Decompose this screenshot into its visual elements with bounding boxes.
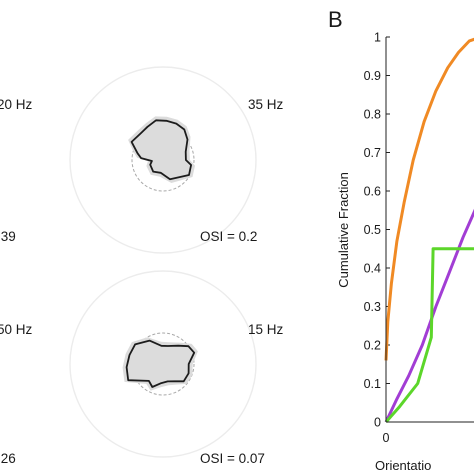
left-osi-label: .26: [0, 451, 16, 466]
polar-plot-bottom: [69, 270, 257, 458]
y-tick-label: 1: [374, 31, 381, 45]
polar-response-variability: [128, 116, 195, 183]
polar-response-variability: [122, 337, 198, 391]
left-frequency-label: 20 Hz: [0, 97, 33, 112]
y-tick-label: 0.4: [364, 262, 381, 276]
y-tick-label: 0: [374, 416, 381, 430]
y-axis: 0 0.1 0.2 0.3 0.4 0.5 0.6 0.7 0.8 0.9 1: [364, 31, 390, 430]
cumulative-series-2: [384, 208, 474, 423]
polar-plot-top: [69, 66, 257, 254]
y-tick-label: 0.3: [364, 300, 381, 314]
panel-letter: B: [328, 7, 343, 32]
right-frequency-label: 15 Hz: [248, 322, 284, 337]
y-tick-label: 0.8: [364, 108, 381, 122]
y-tick-label: 0.9: [364, 69, 381, 83]
y-tick-label: 0.7: [364, 146, 381, 160]
polar-outer-ring: [69, 66, 257, 254]
cumulative-series-1: [384, 37, 474, 361]
polar-response-trace: [130, 119, 193, 181]
y-tick-label: 0.1: [364, 377, 381, 391]
left-osi-label: .39: [0, 229, 16, 244]
right-frequency-label: 35 Hz: [248, 97, 284, 112]
y-tick-label: 0.6: [364, 185, 381, 199]
x-axis-label: Orientatio: [375, 458, 431, 473]
right-osi-label: OSI = 0.07: [200, 451, 265, 466]
right-osi-label: OSI = 0.2: [200, 229, 257, 244]
cumulative-lines: [384, 37, 474, 423]
left-frequency-label: 50 Hz: [0, 322, 33, 337]
y-tick-label: 0.2: [364, 339, 381, 353]
y-tick-label: 0.5: [364, 223, 381, 237]
y-axis-label: Cumulative Fraction: [336, 172, 351, 288]
polar-response-trace: [125, 339, 196, 388]
cumulative-series-3: [384, 247, 474, 423]
polar-outer-ring: [69, 270, 257, 458]
x-tick-label: 0: [383, 431, 390, 445]
